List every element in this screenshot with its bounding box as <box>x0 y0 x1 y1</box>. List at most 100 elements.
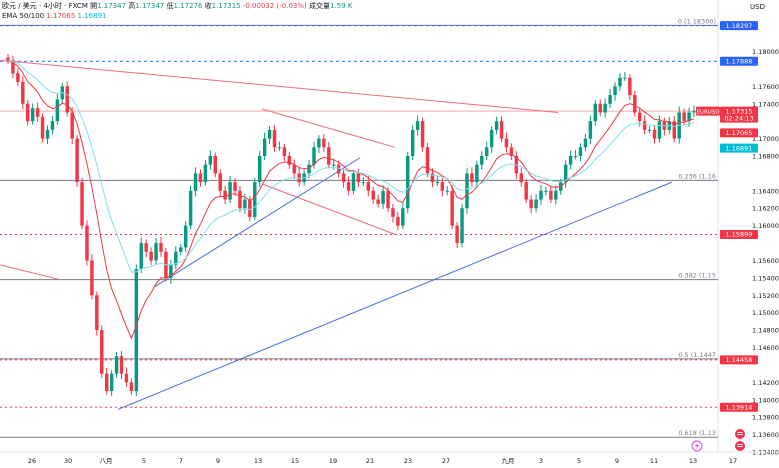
y-tick-label: 1.13800 <box>752 414 779 422</box>
candle-body <box>90 260 94 296</box>
x-tick-label: 3 <box>539 457 543 465</box>
candle-body <box>134 269 139 392</box>
y-tick-label: 1.14200 <box>752 379 779 387</box>
candle-body <box>465 173 469 209</box>
x-tick-label: 17 <box>729 457 737 465</box>
candle-body <box>435 182 440 184</box>
candle-body <box>100 330 104 374</box>
candle-body <box>331 164 336 166</box>
candle-body <box>440 182 445 191</box>
fib-level-label: 0 (1.18300) <box>678 17 716 25</box>
x-tick-label: 9 <box>216 457 220 465</box>
currency-unit: USD <box>750 3 765 11</box>
candle-body <box>351 173 356 191</box>
candle-body <box>253 182 257 217</box>
x-tick-label: 15 <box>291 457 299 465</box>
candle-body <box>430 173 435 183</box>
candle-body <box>628 77 632 96</box>
candle-body <box>346 182 351 191</box>
price-badge <box>720 402 758 412</box>
candle-body <box>159 243 163 252</box>
x-tick-label: 30 <box>64 457 72 465</box>
candle-body <box>114 356 119 374</box>
candle-body <box>652 129 657 139</box>
y-tick-label: 1.14000 <box>752 396 779 404</box>
candle-body <box>573 156 578 157</box>
y-tick-label: 1.15000 <box>752 309 779 317</box>
price-badge <box>720 229 758 239</box>
change-value: -0.00032 (-0.03%) <box>242 2 307 10</box>
candle-body <box>549 190 553 200</box>
candle-body <box>460 208 464 244</box>
x-tick-label: 26 <box>28 457 36 465</box>
candle-body <box>529 199 533 209</box>
y-tick-label: 1.16200 <box>752 205 779 213</box>
candle-body <box>682 112 686 122</box>
price-badge-label: 1.17065 <box>726 129 753 137</box>
candle-body <box>489 129 494 148</box>
candle-body <box>169 264 173 278</box>
flag-icon-stripe <box>737 432 743 433</box>
x-tick-label: 7 <box>179 457 183 465</box>
candle-body <box>568 156 573 165</box>
candle-body <box>55 99 60 122</box>
candle-body <box>198 173 203 183</box>
ema-legend[interactable]: EMA 50/100 1.17065 1.16891 <box>2 12 106 20</box>
candle-body <box>124 373 129 383</box>
candle-body <box>618 77 622 87</box>
y-tick-label: 1.17000 <box>752 135 779 143</box>
candle-body <box>425 147 430 174</box>
fib-level-label: 0.236 (1.16 <box>678 172 716 180</box>
candle-body <box>287 156 292 165</box>
candle-body <box>327 147 331 165</box>
candle-body <box>613 86 617 96</box>
candle-body <box>193 173 198 191</box>
candle-body <box>35 108 40 117</box>
candle-body <box>608 95 612 104</box>
candle-body <box>272 129 277 148</box>
candle-body <box>687 112 691 122</box>
candle-body <box>603 103 607 113</box>
x-tick-label: 11 <box>650 457 658 465</box>
candle-body <box>233 182 237 191</box>
candle-body <box>633 95 637 113</box>
candle-body <box>144 243 148 252</box>
candle-body <box>139 243 143 270</box>
candle-body <box>563 164 568 183</box>
candle-body <box>30 108 35 122</box>
ema-label: EMA 50/100 <box>2 12 45 20</box>
x-tick-label: 23 <box>404 457 412 465</box>
short-support-trendline <box>154 157 361 288</box>
candle-body <box>183 225 188 248</box>
x-tick-label: 八月 <box>100 457 113 465</box>
price-badge-label: 1.14458 <box>726 356 753 364</box>
low-label: 低 <box>166 2 174 10</box>
candle-body <box>381 190 385 204</box>
y-tick-label: 1.16400 <box>752 187 779 195</box>
candle-body <box>583 138 588 148</box>
candle-body <box>129 382 134 392</box>
y-tick-label: 1.17600 <box>752 83 779 91</box>
symbol-title[interactable]: 欧元 / 美元 · 4小时 · FXCM <box>2 2 88 10</box>
flag-icon-stripe <box>737 446 743 447</box>
price-badge <box>720 143 758 153</box>
candle-body <box>26 103 30 122</box>
candle-body <box>391 208 395 217</box>
ema50-value: 1.17065 <box>46 12 76 20</box>
candle-body <box>65 86 69 113</box>
candle-body <box>188 190 193 226</box>
channel-upper-line <box>261 108 396 148</box>
candle-body <box>50 121 55 130</box>
candle-body <box>75 138 79 183</box>
open-value: 1.17347 <box>97 2 127 10</box>
low-value: 1.17276 <box>173 2 203 10</box>
lightning-icon[interactable] <box>691 440 703 452</box>
price-badge <box>720 355 758 365</box>
candle-body <box>519 173 523 183</box>
candle-body <box>356 173 361 183</box>
close-value: 1.17315 <box>211 2 241 10</box>
channel-lower-line <box>261 183 396 235</box>
candle-body <box>494 121 499 130</box>
candle-body <box>85 225 89 261</box>
